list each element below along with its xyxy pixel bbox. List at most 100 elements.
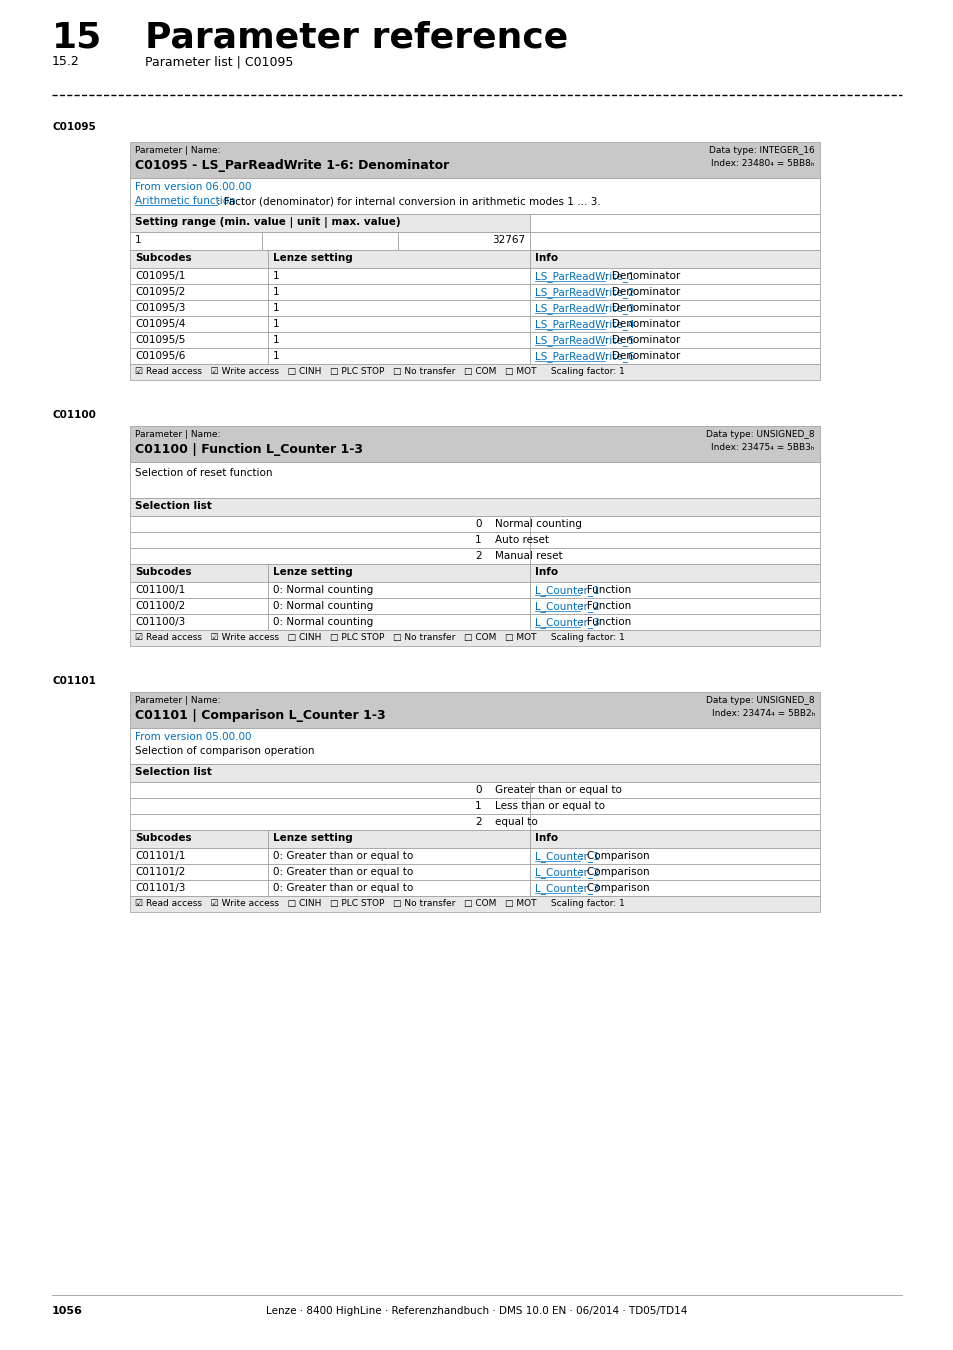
- Text: 0: Normal counting: 0: Normal counting: [273, 617, 373, 626]
- Bar: [530, 516, 820, 532]
- Text: C01100/1: C01100/1: [135, 585, 185, 595]
- Bar: [530, 232, 820, 250]
- Text: 1: 1: [273, 335, 279, 346]
- Text: C01100 | Function L_Counter 1-3: C01100 | Function L_Counter 1-3: [135, 443, 363, 456]
- Text: L_Counter_3: L_Counter_3: [535, 617, 599, 628]
- Bar: [268, 582, 530, 598]
- Text: ☑ Read access   ☑ Write access   □ CINH   □ PLC STOP   □ No transfer   □ COM   □: ☑ Read access ☑ Write access □ CINH □ PL…: [135, 633, 624, 643]
- Bar: [530, 848, 820, 864]
- Bar: [268, 598, 530, 614]
- Text: C01095/6: C01095/6: [135, 351, 185, 360]
- Bar: [530, 830, 820, 848]
- Bar: [130, 215, 530, 232]
- Text: Lenze setting: Lenze setting: [273, 252, 353, 263]
- Bar: [530, 250, 820, 269]
- Text: C01100/3: C01100/3: [135, 617, 185, 626]
- Bar: [268, 880, 530, 896]
- Text: 1056: 1056: [52, 1305, 83, 1316]
- Bar: [268, 848, 530, 864]
- Bar: [530, 284, 820, 300]
- Bar: [130, 462, 820, 498]
- Text: C01101 | Comparison L_Counter 1-3: C01101 | Comparison L_Counter 1-3: [135, 709, 385, 722]
- Bar: [530, 814, 820, 830]
- Bar: [130, 864, 268, 880]
- Text: C01095 - LS_ParReadWrite 1-6: Denominator: C01095 - LS_ParReadWrite 1-6: Denominato…: [135, 159, 449, 171]
- Bar: [530, 864, 820, 880]
- Bar: [268, 250, 530, 269]
- Text: Greater than or equal to: Greater than or equal to: [495, 784, 621, 795]
- Text: LS_ParReadWrite_4: LS_ParReadWrite_4: [535, 319, 634, 329]
- Text: L_Counter_1: L_Counter_1: [535, 850, 599, 861]
- Bar: [530, 332, 820, 348]
- Text: LS_ParReadWrite_1: LS_ParReadWrite_1: [535, 271, 634, 282]
- Text: From version 05.00.00: From version 05.00.00: [135, 732, 252, 742]
- Bar: [130, 896, 820, 913]
- Text: 15.2: 15.2: [52, 55, 80, 68]
- Text: C01100: C01100: [52, 410, 95, 420]
- Bar: [130, 614, 268, 630]
- Text: : Function: : Function: [579, 617, 631, 626]
- Text: L_Counter_2: L_Counter_2: [535, 601, 599, 612]
- Text: LS_ParReadWrite_3: LS_ParReadWrite_3: [535, 302, 634, 315]
- Text: LS_ParReadWrite_5: LS_ParReadWrite_5: [535, 335, 634, 346]
- Text: Lenze setting: Lenze setting: [273, 833, 353, 842]
- Text: 2: 2: [475, 817, 481, 828]
- Text: 1: 1: [135, 235, 141, 244]
- Bar: [130, 582, 268, 598]
- Bar: [130, 630, 820, 647]
- Text: 1: 1: [273, 302, 279, 313]
- Text: Parameter | Name:: Parameter | Name:: [135, 697, 220, 705]
- Bar: [530, 316, 820, 332]
- Bar: [268, 269, 530, 284]
- Bar: [268, 348, 530, 364]
- Bar: [262, 232, 397, 250]
- Bar: [130, 348, 268, 364]
- Text: Selection list: Selection list: [135, 501, 212, 512]
- Text: : Comparison: : Comparison: [579, 850, 649, 861]
- Text: : Denominator: : Denominator: [604, 351, 679, 360]
- Text: 32767: 32767: [492, 235, 524, 244]
- Bar: [130, 498, 820, 516]
- Text: Data type: UNSIGNED_8: Data type: UNSIGNED_8: [705, 697, 814, 705]
- Bar: [130, 427, 820, 462]
- Bar: [268, 830, 530, 848]
- Text: Info: Info: [535, 567, 558, 576]
- Bar: [268, 864, 530, 880]
- Text: C01095/5: C01095/5: [135, 335, 185, 346]
- Text: : Denominator: : Denominator: [604, 271, 679, 281]
- Bar: [130, 548, 530, 564]
- Bar: [530, 614, 820, 630]
- Bar: [530, 300, 820, 316]
- Bar: [130, 598, 268, 614]
- Text: Selection list: Selection list: [135, 767, 212, 778]
- Text: Subcodes: Subcodes: [135, 252, 192, 263]
- Text: 2: 2: [475, 551, 481, 562]
- Text: 1: 1: [273, 351, 279, 360]
- Text: Parameter | Name:: Parameter | Name:: [135, 431, 220, 439]
- Bar: [130, 830, 268, 848]
- Text: Parameter reference: Parameter reference: [145, 20, 568, 54]
- Bar: [268, 316, 530, 332]
- Text: : Denominator: : Denominator: [604, 288, 679, 297]
- Bar: [530, 598, 820, 614]
- Text: Parameter | Name:: Parameter | Name:: [135, 146, 220, 155]
- Text: Info: Info: [535, 252, 558, 263]
- Text: C01095/1: C01095/1: [135, 271, 185, 281]
- Text: : Denominator: : Denominator: [604, 319, 679, 329]
- Text: : Denominator: : Denominator: [604, 335, 679, 346]
- Text: C01095: C01095: [52, 122, 95, 132]
- Text: LS_ParReadWrite_6: LS_ParReadWrite_6: [535, 351, 634, 362]
- Text: C01101/2: C01101/2: [135, 867, 185, 878]
- Text: C01095/4: C01095/4: [135, 319, 185, 329]
- Bar: [397, 232, 530, 250]
- Bar: [130, 764, 820, 782]
- Text: L_Counter_1: L_Counter_1: [535, 585, 599, 595]
- Bar: [268, 332, 530, 348]
- Text: L_Counter_3: L_Counter_3: [535, 883, 599, 894]
- Text: Parameter list | C01095: Parameter list | C01095: [145, 55, 294, 68]
- Bar: [268, 614, 530, 630]
- Text: 1: 1: [273, 288, 279, 297]
- Bar: [130, 364, 820, 379]
- Text: 1: 1: [273, 319, 279, 329]
- Bar: [130, 564, 268, 582]
